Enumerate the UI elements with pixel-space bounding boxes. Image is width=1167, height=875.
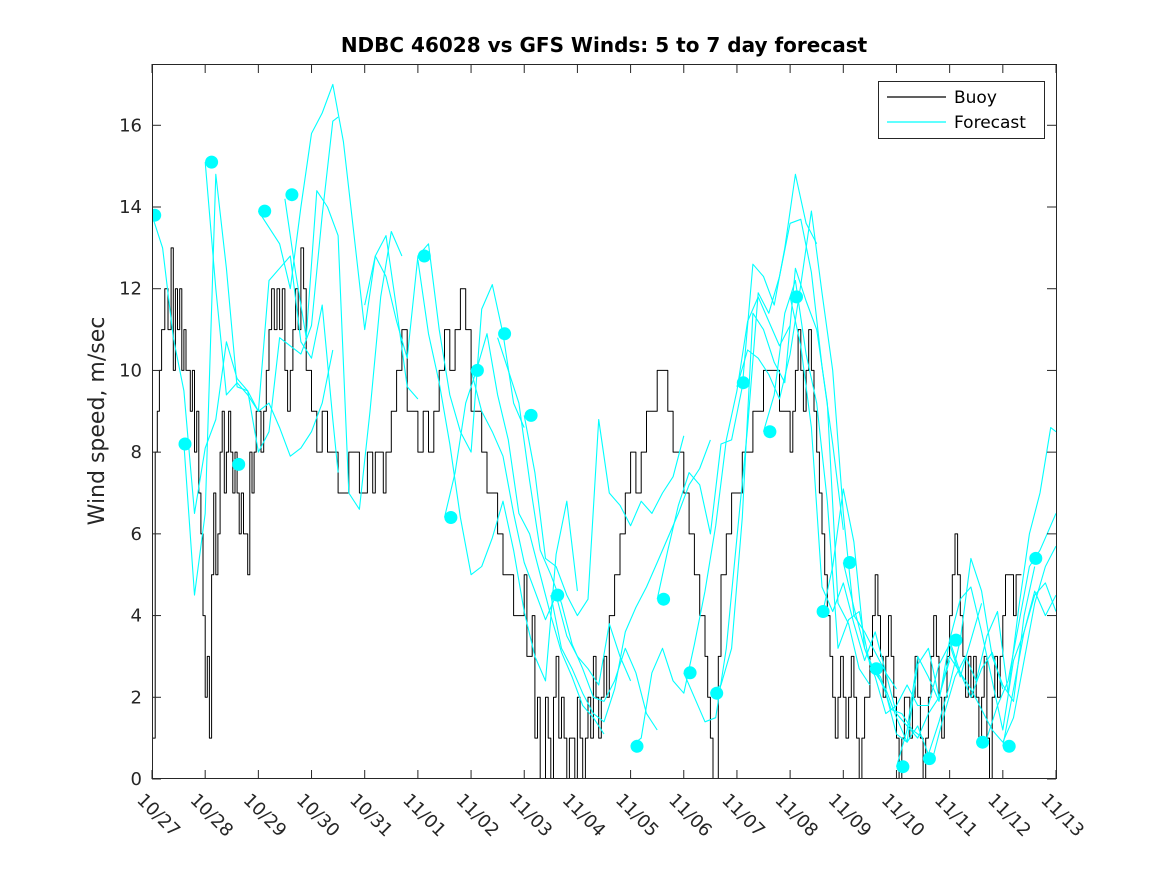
forecast-series-line-8 xyxy=(443,333,605,735)
forecast-start-marker xyxy=(763,425,777,439)
forecast-series-line-10 xyxy=(497,337,658,731)
forecast-series-line-7 xyxy=(417,260,578,682)
forecast-start-marker xyxy=(630,739,644,753)
legend-box xyxy=(878,81,1045,139)
forecast-start-marker xyxy=(816,605,830,618)
forecast-series-line-15 xyxy=(683,218,844,723)
forecast-series-line-14 xyxy=(656,173,818,600)
forecast-series-line-19 xyxy=(789,296,951,739)
forecast-series-line-5 xyxy=(284,190,403,510)
y-axis-label: Wind speed, m/sec xyxy=(85,317,110,526)
forecast-start-marker xyxy=(258,204,272,218)
legend: Buoy Forecast xyxy=(878,81,1045,139)
forecast-start-marker xyxy=(498,327,512,341)
forecast-start-marker xyxy=(1029,551,1043,565)
forecast-series-line-11 xyxy=(523,415,685,617)
forecast-start-marker xyxy=(657,592,671,606)
forecast-series-line-21 xyxy=(842,562,1004,743)
legend-label-buoy: Buoy xyxy=(954,88,997,108)
forecast-start-marker xyxy=(1002,739,1016,753)
forecast-series-line-9 xyxy=(470,370,632,686)
forecast-start-marker xyxy=(896,760,910,774)
forecast-series-line-24 xyxy=(922,427,1056,760)
forecast-start-marker xyxy=(417,249,431,263)
forecast-start-marker xyxy=(790,290,803,304)
forecast-start-marker xyxy=(205,155,219,169)
chart-title: NDBC 46028 vs GFS Winds: 5 to 7 day fore… xyxy=(341,33,868,57)
legend-label-forecast: Forecast xyxy=(954,113,1026,133)
plot-area xyxy=(152,83,1056,779)
forecast-start-marker xyxy=(232,457,246,471)
forecast-start-marker xyxy=(444,511,458,524)
forecast-series-line-6 xyxy=(364,243,525,453)
forecast-start-marker xyxy=(843,556,857,569)
forecast-series-line-17 xyxy=(736,210,897,690)
y-tick-label: 8 xyxy=(131,442,142,463)
forecast-start-marker xyxy=(524,408,538,422)
forecast-start-marker xyxy=(710,686,724,700)
forecast-series-line-13 xyxy=(630,296,791,747)
forecast-series-line-16 xyxy=(710,267,871,694)
y-tick-label: 4 xyxy=(131,606,142,627)
forecast-series-line-4 xyxy=(257,83,419,400)
y-tick-label: 6 xyxy=(131,524,142,545)
forecast-start-marker xyxy=(949,633,963,647)
forecast-series-line-3 xyxy=(204,162,334,457)
y-tick-label: 0 xyxy=(131,769,142,790)
y-tick-label: 16 xyxy=(119,115,142,136)
forecast-start-marker xyxy=(470,363,484,377)
forecast-start-marker xyxy=(976,735,990,749)
forecast-start-marker xyxy=(869,662,883,676)
forecast-start-marker xyxy=(551,588,565,602)
forecast-start-marker xyxy=(922,752,936,766)
y-tick-label: 12 xyxy=(119,279,142,300)
forecast-start-marker xyxy=(285,188,299,202)
forecast-start-marker xyxy=(736,376,750,390)
forecast-start-marker xyxy=(683,666,697,680)
y-tick-label: 14 xyxy=(119,197,142,218)
forecast-series-line-27 xyxy=(1002,590,1056,747)
forecast-series-line-25 xyxy=(949,545,1056,743)
y-tick-label: 2 xyxy=(131,687,142,708)
forecast-series-line-12 xyxy=(550,439,711,723)
buoy-series-line-0 xyxy=(152,247,1022,779)
forecast-series-line-2 xyxy=(183,116,339,596)
forecast-start-marker xyxy=(178,437,192,451)
y-tick-label: 10 xyxy=(119,360,142,381)
forecast-start-marker xyxy=(152,208,162,222)
plot-frame xyxy=(152,64,1057,779)
